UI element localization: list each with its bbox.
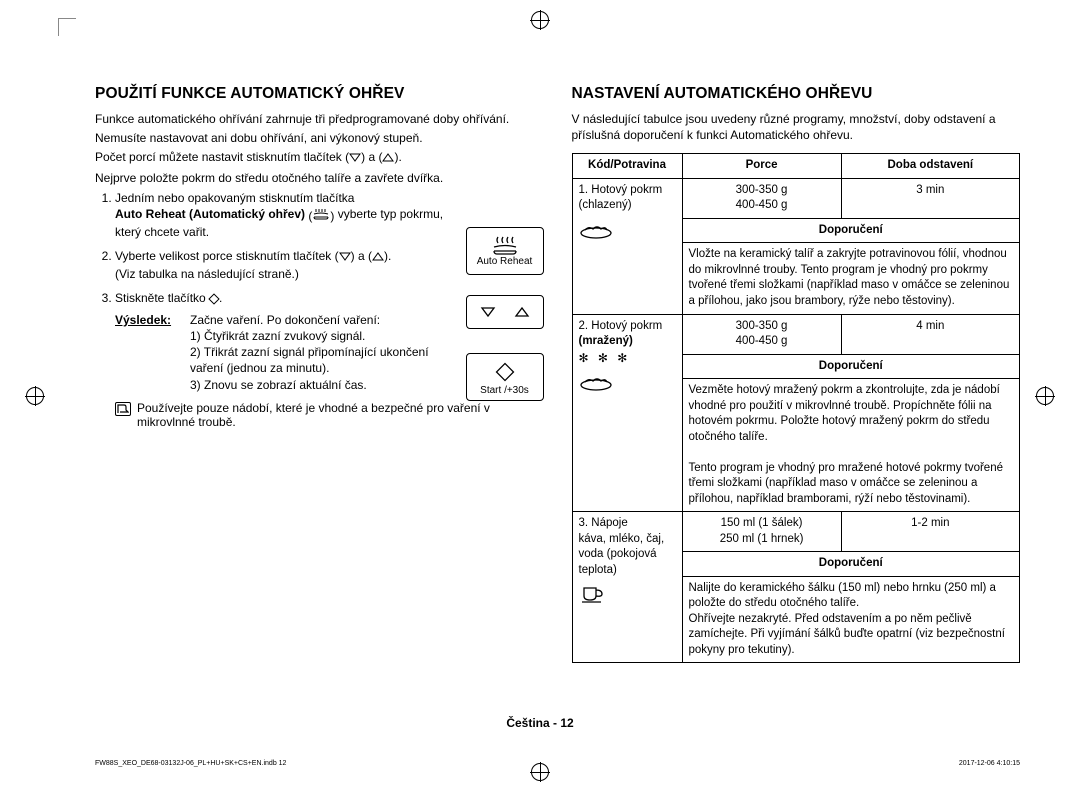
plate-icon bbox=[579, 220, 676, 244]
result-item-2: 2) Třikrát zazní signál připomínající uk… bbox=[190, 344, 454, 376]
text: Začne vaření. Po dokončení vaření: bbox=[190, 312, 454, 328]
diamond-icon bbox=[492, 359, 518, 385]
th-food: Kód/Potravina bbox=[572, 154, 682, 179]
recommendation-text: Vložte na keramický talíř a zakryjte pot… bbox=[682, 243, 1020, 314]
result-label: Výsledek: bbox=[115, 312, 190, 393]
file-timestamp: 2017-12-06 4:10:15 bbox=[959, 760, 1020, 767]
registration-mark-left bbox=[25, 386, 45, 406]
button-label: Start /+30s bbox=[480, 385, 529, 396]
up-arrow-icon bbox=[382, 150, 394, 166]
text: Vyberte velikost porce stisknutím tlačít… bbox=[115, 249, 339, 263]
registration-mark-top bbox=[530, 10, 550, 30]
text: ) a ( bbox=[351, 249, 372, 263]
frozen-stars-icon: ✻ ✻ ✻ bbox=[579, 350, 676, 366]
portion-cell: 300-350 g 400-450 g bbox=[682, 178, 841, 218]
table-row: 1. Hotový pokrm (chlazený) 300-350 g 400… bbox=[572, 178, 1020, 218]
right-column: NASTAVENÍ AUTOMATICKÉHO OHŘEVU V následu… bbox=[572, 85, 1021, 663]
standing-cell: 3 min bbox=[841, 178, 1019, 218]
recommendation-header: Doporučení bbox=[682, 354, 1020, 379]
down-arrow-icon bbox=[480, 306, 496, 318]
button-label: Auto Reheat bbox=[477, 256, 533, 267]
text: (Viz tabulka na následující straně.) bbox=[115, 267, 299, 281]
portion-cell: 150 ml (1 šálek) 250 ml (1 hrnek) bbox=[682, 512, 841, 552]
note-text: Používejte pouze nádobí, které je vhodné… bbox=[137, 401, 544, 429]
text: Jedním nebo opakovaným stisknutím tlačít… bbox=[115, 191, 354, 205]
recommendation-header: Doporučení bbox=[682, 552, 1020, 577]
food-cell-3: 3. Nápoje káva, mléko, čaj, voda (pokojo… bbox=[572, 512, 682, 663]
left-p2: Nemusíte nastavovat ani dobu ohřívání, a… bbox=[95, 130, 544, 146]
food-name: 2. Hotový pokrm bbox=[579, 320, 663, 332]
recommendation-header: Doporučení bbox=[682, 218, 1020, 243]
wave-inline-icon: () bbox=[308, 208, 334, 224]
text: . bbox=[219, 291, 222, 305]
plate-icon bbox=[579, 372, 676, 396]
note-icon bbox=[115, 402, 131, 416]
food-name: 3. Nápoje bbox=[579, 517, 628, 529]
file-metadata: FW88S_XEO_DE68-03132J-06_PL+HU+SK+CS+EN.… bbox=[95, 760, 1020, 767]
right-intro: V následující tabulce jsou uvedeny různé… bbox=[572, 111, 1021, 143]
standing-cell: 4 min bbox=[841, 314, 1019, 354]
text: Počet porcí můžete nastavit stisknutím t… bbox=[95, 150, 349, 164]
result-content: Začne vaření. Po dokončení vaření: 1) Čt… bbox=[190, 312, 454, 393]
food-cell-1: 1. Hotový pokrm (chlazený) bbox=[572, 178, 682, 314]
food-sub: (chlazený) bbox=[579, 199, 632, 211]
text: Stiskněte tlačítko bbox=[115, 291, 209, 305]
arrow-buttons-illustration bbox=[466, 295, 544, 329]
th-standing: Doba odstavení bbox=[841, 154, 1019, 179]
text: ) a ( bbox=[361, 150, 382, 164]
food-sub: (mražený) bbox=[579, 335, 633, 347]
left-p4: Nejprve položte pokrm do středu otočného… bbox=[95, 170, 544, 186]
result-item-1: 1) Čtyřikrát zazní zvukový signál. bbox=[190, 328, 454, 344]
page-footer: Čeština - 12 bbox=[0, 716, 1080, 730]
button-name: Auto Reheat (Automatický ohřev) bbox=[115, 207, 305, 221]
text: Ohřívejte nezakryté. Před odstavením a p… bbox=[689, 613, 1005, 656]
crop-mark bbox=[58, 18, 76, 36]
left-p1: Funkce automatického ohřívání zahrnuje t… bbox=[95, 111, 544, 127]
auto-reheat-button-illustration: Auto Reheat bbox=[466, 227, 544, 275]
standing-cell: 1-2 min bbox=[841, 512, 1019, 552]
up-arrow-icon bbox=[514, 306, 530, 318]
left-column: POUŽITÍ FUNKCE AUTOMATICKÝ OHŘEV Funkce … bbox=[95, 85, 544, 663]
food-cell-2: 2. Hotový pokrm (mražený) ✻ ✻ ✻ bbox=[572, 314, 682, 512]
file-name: FW88S_XEO_DE68-03132J-06_PL+HU+SK+CS+EN.… bbox=[95, 760, 286, 767]
portion-cell: 300-350 g 400-450 g bbox=[682, 314, 841, 354]
table-header-row: Kód/Potravina Porce Doba odstavení bbox=[572, 154, 1020, 179]
food-name: 1. Hotový pokrm bbox=[579, 184, 663, 196]
start-button-illustration: Start /+30s bbox=[466, 353, 544, 401]
recommendation-text: Vezměte hotový mražený pokrm a zkontrolu… bbox=[682, 379, 1020, 512]
food-sub: káva, mléko, čaj, voda (pokojová teplota… bbox=[579, 533, 665, 576]
th-portion: Porce bbox=[682, 154, 841, 179]
table-row: 2. Hotový pokrm (mražený) ✻ ✻ ✻ 300-350 … bbox=[572, 314, 1020, 354]
table-row: 3. Nápoje káva, mléko, čaj, voda (pokojo… bbox=[572, 512, 1020, 552]
text: Vezměte hotový mražený pokrm a zkontrolu… bbox=[689, 384, 1000, 443]
diamond-icon bbox=[208, 293, 219, 304]
down-arrow-icon bbox=[349, 150, 361, 166]
text: Tento program je vhodný pro mražené hoto… bbox=[689, 462, 1004, 505]
left-p3: Počet porcí můžete nastavit stisknutím t… bbox=[95, 149, 544, 166]
heating-table: Kód/Potravina Porce Doba odstavení 1. Ho… bbox=[572, 153, 1021, 663]
text: ). bbox=[394, 150, 401, 164]
up-arrow-icon bbox=[372, 249, 384, 265]
cup-icon bbox=[579, 584, 676, 608]
right-heading: NASTAVENÍ AUTOMATICKÉHO OHŘEVU bbox=[572, 85, 1021, 103]
result-item-3: 3) Znovu se zobrazí aktuální čas. bbox=[190, 377, 454, 393]
heat-waves-icon bbox=[490, 236, 520, 256]
left-heading: POUŽITÍ FUNKCE AUTOMATICKÝ OHŘEV bbox=[95, 85, 544, 103]
result-row: Výsledek: Začne vaření. Po dokončení vař… bbox=[115, 312, 454, 393]
registration-mark-right bbox=[1035, 386, 1055, 406]
recommendation-text: Nalijte do keramického šálku (150 ml) ne… bbox=[682, 576, 1020, 663]
note-row: Používejte pouze nádobí, které je vhodné… bbox=[95, 401, 544, 429]
text: Nalijte do keramického šálku (150 ml) ne… bbox=[689, 582, 996, 610]
down-arrow-icon bbox=[339, 249, 351, 265]
text: ). bbox=[384, 249, 391, 263]
